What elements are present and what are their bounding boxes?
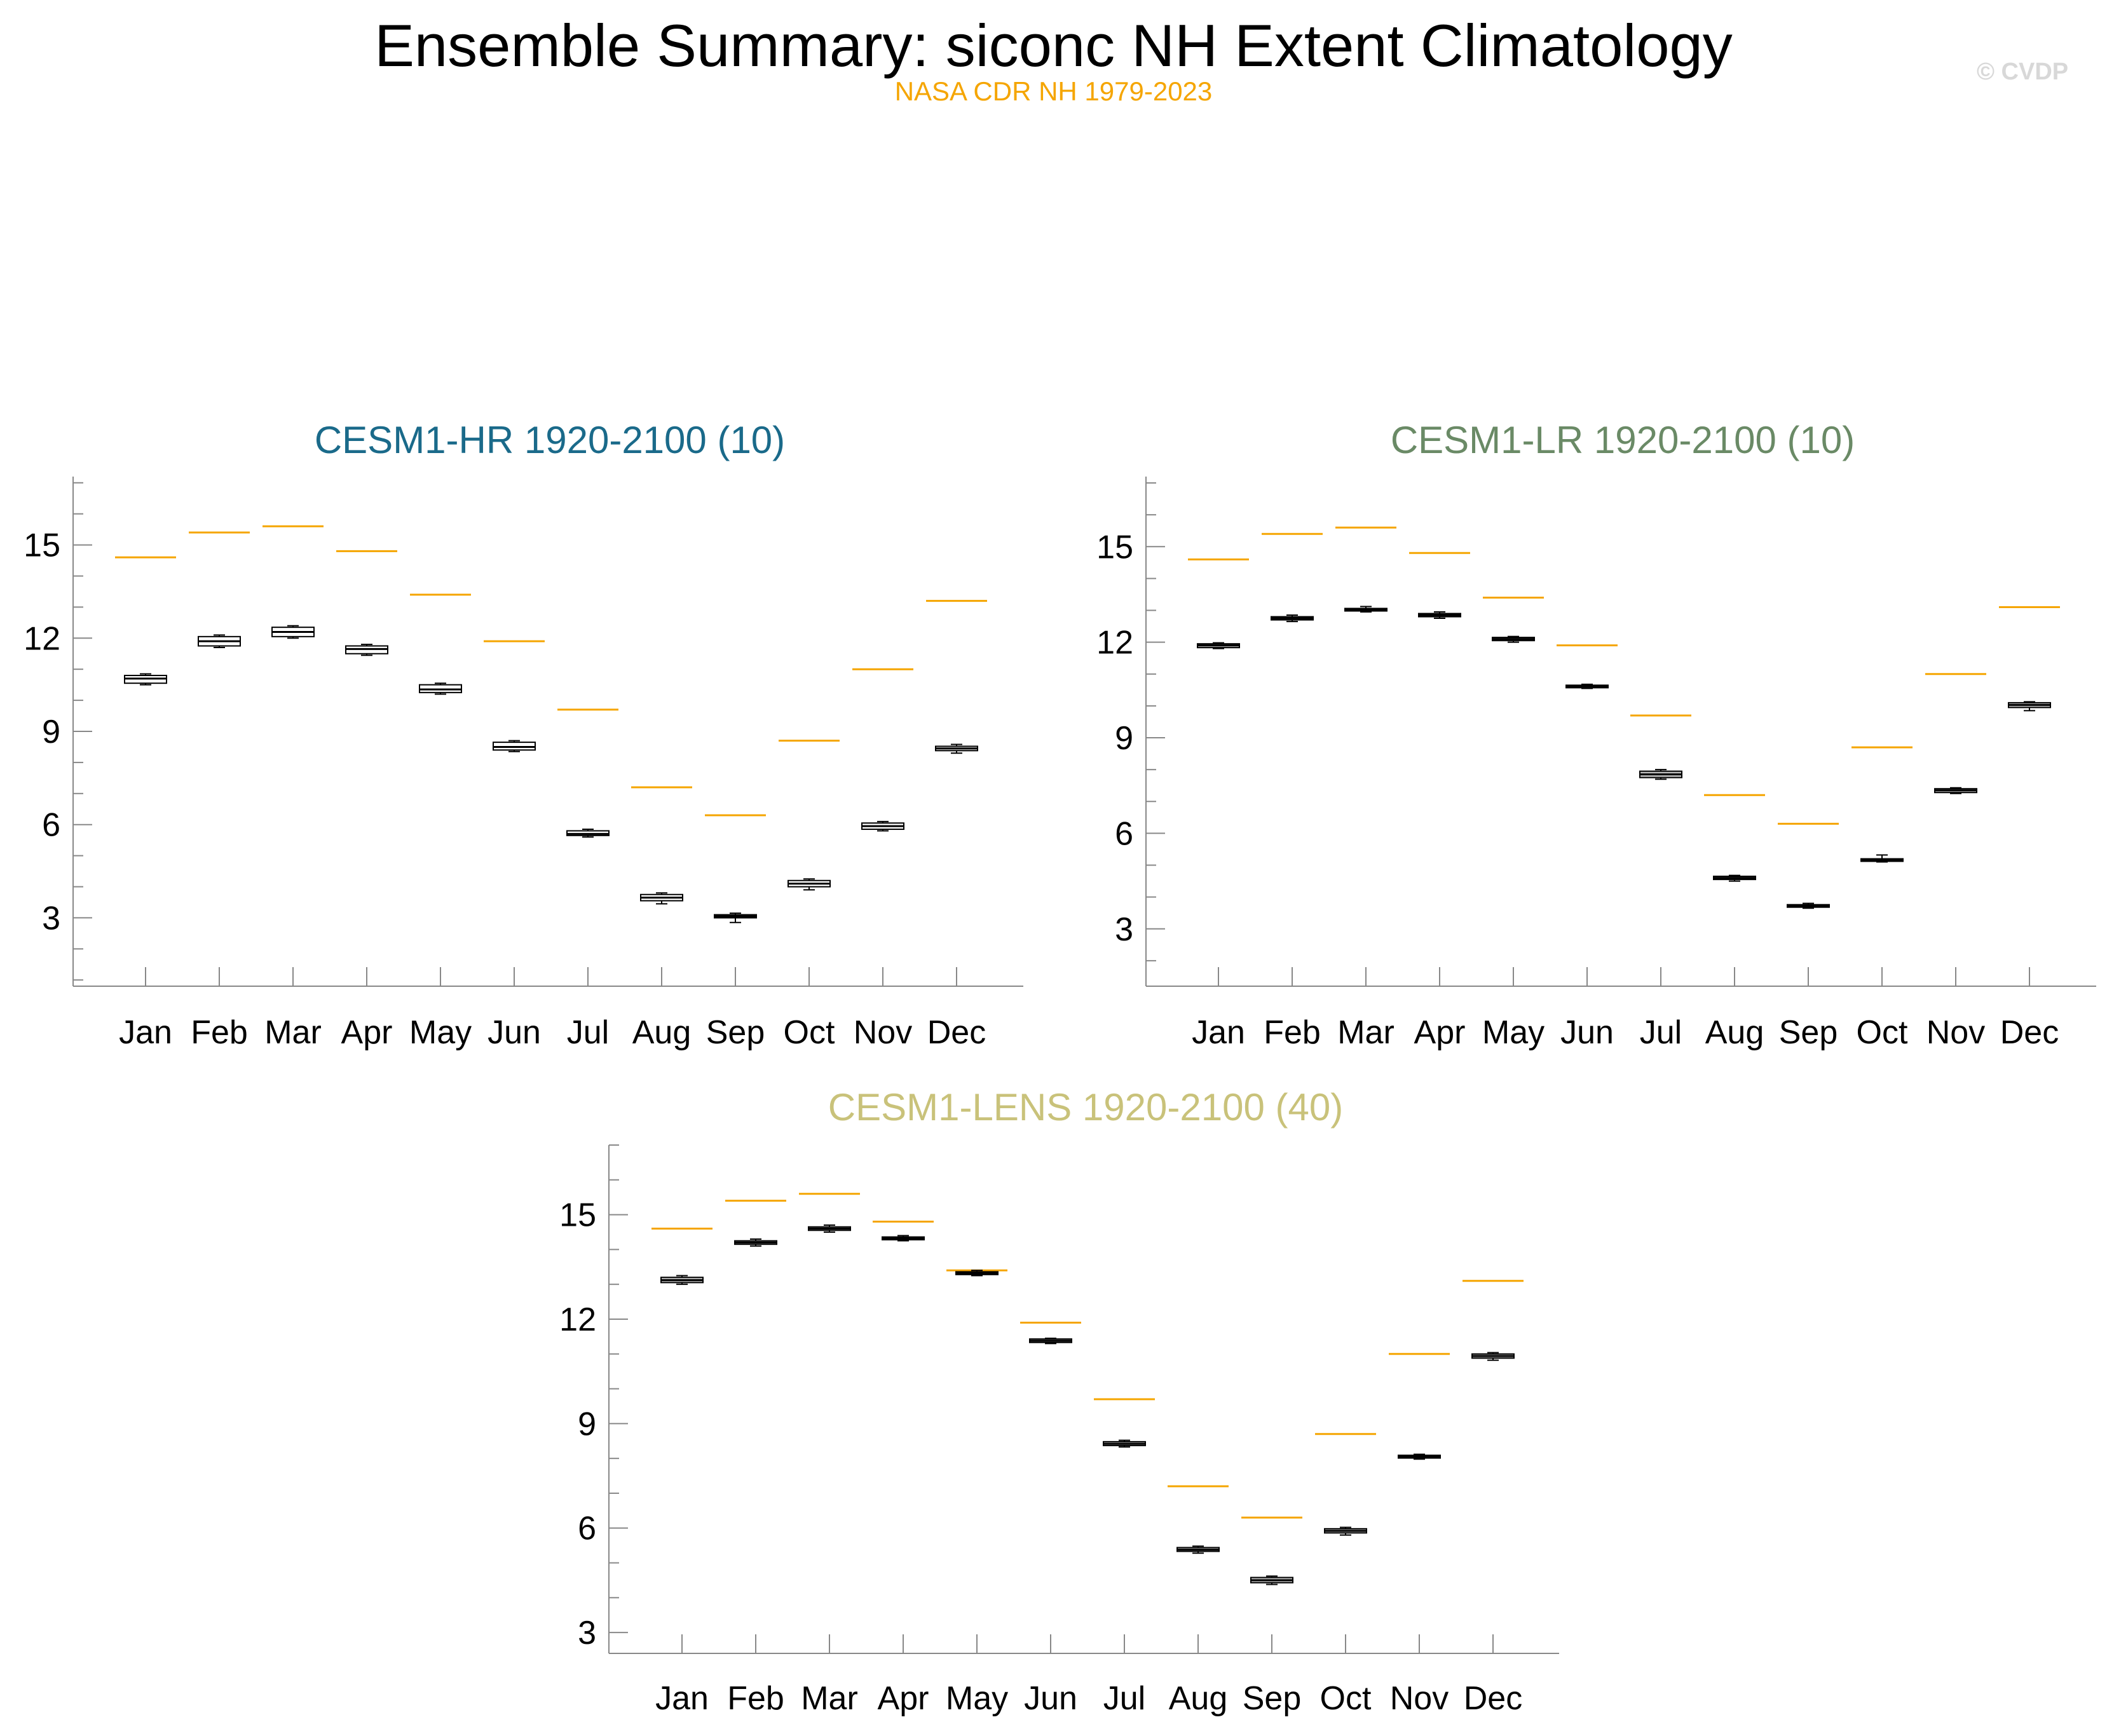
y-tick-label: 3 [1115, 911, 1133, 948]
x-tick-label: Nov [1390, 1680, 1449, 1717]
figure-title: Ensemble Summary: siconc NH Extent Clima… [374, 12, 1733, 79]
x-tick-label: Nov [1926, 1014, 1985, 1051]
x-tick-label: Oct [1857, 1014, 1908, 1051]
panel-title-lr: CESM1-LR 1920-2100 (10) [1390, 419, 1855, 461]
x-tick-label: Oct [784, 1014, 835, 1051]
x-tick-label: Dec [1464, 1680, 1522, 1717]
x-tick-label: Dec [927, 1014, 986, 1051]
x-tick-label: Apr [878, 1680, 929, 1717]
y-tick-label: 3 [578, 1615, 596, 1651]
x-tick-label: Feb [727, 1680, 784, 1717]
y-tick-label: 15 [24, 527, 60, 564]
x-tick-label: Feb [191, 1014, 248, 1051]
figure-subtitle: NASA CDR NH 1979-2023 [894, 76, 1213, 106]
y-tick-label: 15 [1096, 529, 1133, 566]
x-tick-label: Apr [1414, 1014, 1466, 1051]
x-tick-label: Jun [1024, 1680, 1077, 1717]
x-tick-label: Sep [1243, 1680, 1302, 1717]
x-tick-label: May [409, 1014, 472, 1051]
x-tick-label: Jan [1192, 1014, 1245, 1051]
x-tick-label: Mar [801, 1680, 858, 1717]
y-tick-label: 6 [42, 807, 60, 844]
x-tick-label: Sep [1779, 1014, 1838, 1051]
x-tick-label: Nov [854, 1014, 912, 1051]
y-tick-label: 6 [578, 1510, 596, 1547]
x-tick-label: Jan [119, 1014, 172, 1051]
x-tick-label: Aug [1705, 1014, 1764, 1051]
y-tick-label: 12 [559, 1301, 596, 1338]
x-tick-label: Jun [488, 1014, 541, 1051]
y-tick-label: 3 [42, 900, 60, 937]
x-tick-label: Jan [655, 1680, 709, 1717]
x-tick-label: Apr [341, 1014, 393, 1051]
x-tick-label: Aug [1169, 1680, 1228, 1717]
x-tick-label: Feb [1264, 1014, 1321, 1051]
x-tick-label: Mar [264, 1014, 322, 1051]
x-tick-label: Jul [1640, 1014, 1682, 1051]
y-tick-label: 9 [578, 1406, 596, 1442]
x-tick-label: Oct [1320, 1680, 1372, 1717]
x-tick-label: Sep [706, 1014, 765, 1051]
y-tick-label: 9 [42, 714, 60, 750]
x-tick-label: Jun [1560, 1014, 1614, 1051]
x-tick-label: Mar [1337, 1014, 1394, 1051]
x-tick-label: Jul [567, 1014, 609, 1051]
y-tick-label: 6 [1115, 815, 1133, 852]
panel-title-hr: CESM1-HR 1920-2100 (10) [314, 419, 786, 461]
y-tick-label: 12 [1096, 625, 1133, 661]
y-tick-label: 15 [559, 1197, 596, 1234]
y-tick-label: 9 [1115, 720, 1133, 757]
x-tick-label: Aug [632, 1014, 692, 1051]
watermark: © CVDP [1977, 58, 2069, 85]
x-tick-label: Dec [2000, 1014, 2059, 1051]
x-tick-label: May [946, 1680, 1008, 1717]
y-tick-label: 12 [24, 620, 60, 657]
x-tick-label: May [1482, 1014, 1544, 1051]
panel-title-lens: CESM1-LENS 1920-2100 (40) [828, 1086, 1344, 1129]
x-tick-label: Jul [1103, 1680, 1145, 1717]
